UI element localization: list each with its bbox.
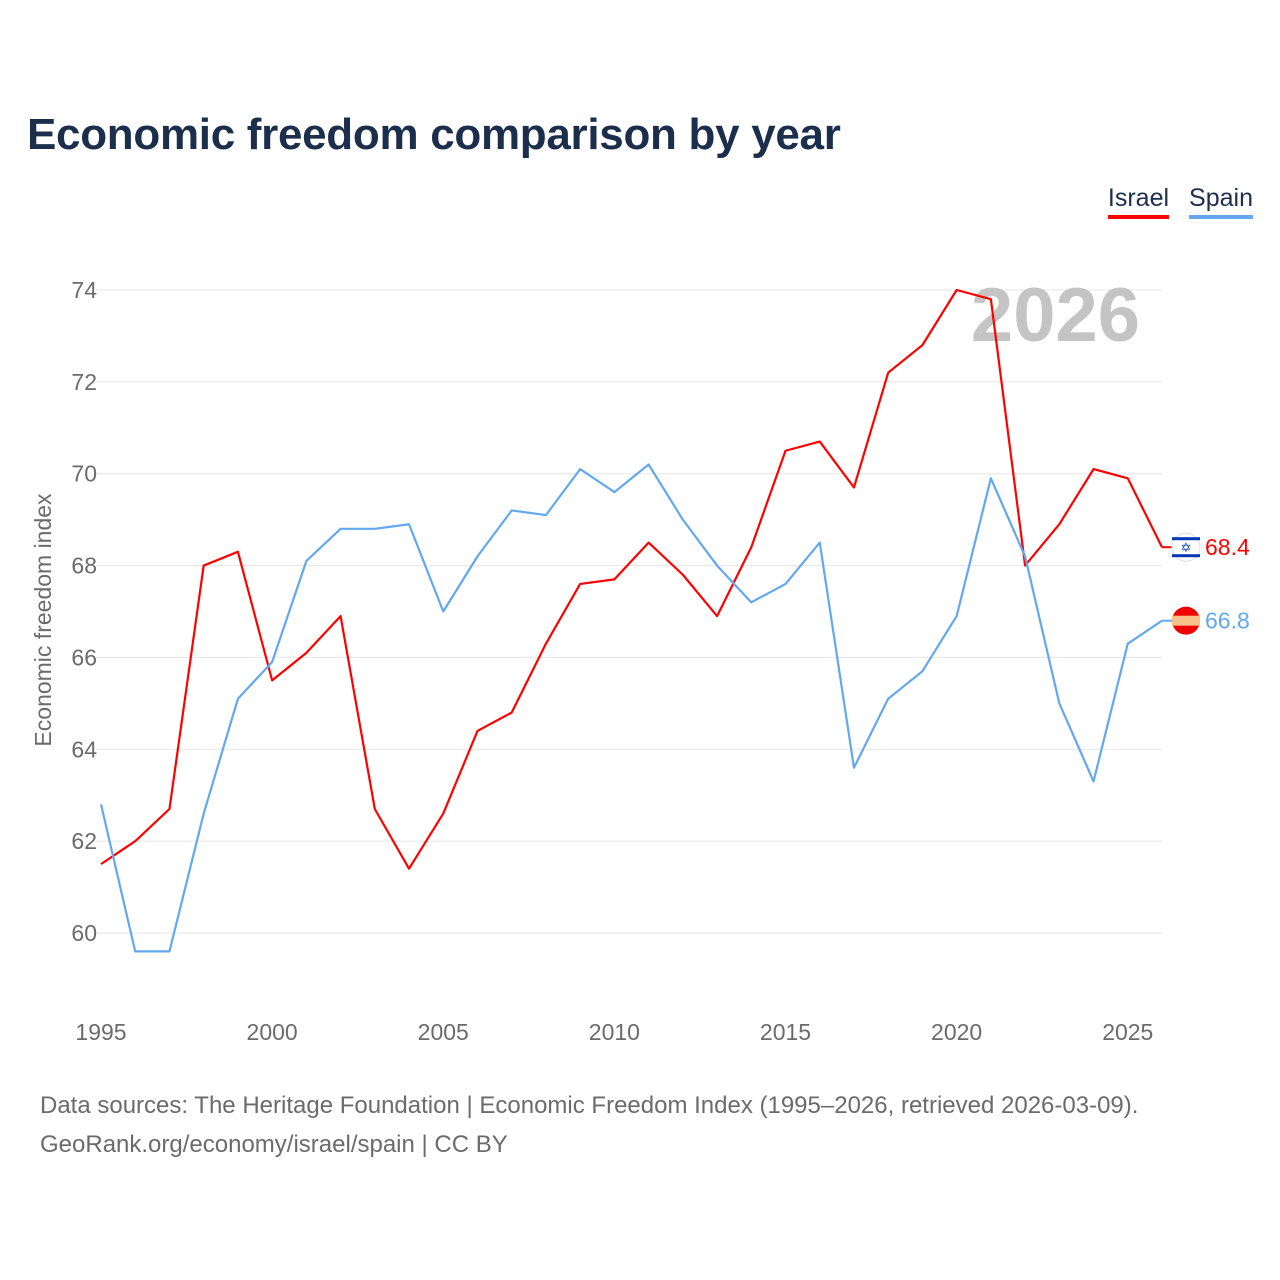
y-tick-label: 60 bbox=[71, 920, 97, 946]
flag-stripe bbox=[1172, 554, 1200, 558]
legend-item-israel[interactable]: Israel bbox=[1107, 184, 1170, 219]
source-link[interactable]: GeoRank.org/economy/israel/spain | CC BY bbox=[40, 1131, 508, 1158]
x-tick-label: 2010 bbox=[589, 1019, 640, 1045]
y-axis-label: Economic freedom index bbox=[30, 493, 56, 747]
x-tick-label: 2005 bbox=[418, 1019, 469, 1045]
x-tick-label: 2020 bbox=[931, 1019, 982, 1045]
x-tick-label: 2025 bbox=[1102, 1019, 1153, 1045]
legend: Israel Spain bbox=[1107, 184, 1253, 219]
end-value-label-israel: 68.4 bbox=[1205, 534, 1250, 560]
footer: Data sources: The Heritage Foundation | … bbox=[40, 1086, 1138, 1164]
y-tick-label: 72 bbox=[71, 369, 97, 395]
y-tick-label: 64 bbox=[71, 736, 97, 762]
y-tick-label: 74 bbox=[71, 277, 97, 303]
chart-title: Economic freedom comparison by year bbox=[27, 110, 841, 159]
end-value-label-spain: 66.8 bbox=[1205, 608, 1250, 634]
y-tick-label: 66 bbox=[71, 644, 97, 670]
y-tick-label: 68 bbox=[71, 553, 97, 579]
legend-item-spain[interactable]: Spain bbox=[1189, 184, 1253, 219]
series-line-israel bbox=[100, 288, 1163, 870]
y-tick-label: 70 bbox=[71, 461, 97, 487]
series-line-spain bbox=[99, 463, 1163, 953]
flag-stripe bbox=[1172, 537, 1200, 541]
year-watermark: 2026 bbox=[971, 273, 1140, 358]
x-tick-label: 2000 bbox=[247, 1019, 298, 1045]
x-tick-label: 1995 bbox=[75, 1019, 126, 1045]
y-tick-label: 62 bbox=[71, 828, 97, 854]
flag-stripe bbox=[1172, 615, 1200, 626]
star-of-david-icon: ✡ bbox=[1181, 540, 1192, 555]
x-tick-label: 2015 bbox=[760, 1019, 811, 1045]
source-text: Data sources: The Heritage Foundation | … bbox=[40, 1092, 1139, 1119]
